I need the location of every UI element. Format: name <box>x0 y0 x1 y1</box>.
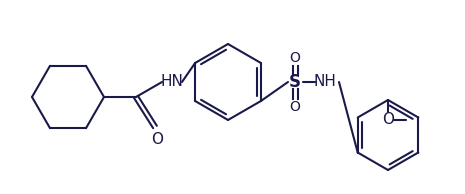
Text: O: O <box>382 113 394 127</box>
Text: O: O <box>151 132 163 146</box>
Text: NH: NH <box>313 74 337 89</box>
Text: S: S <box>289 73 301 91</box>
Text: HN: HN <box>160 74 183 89</box>
Text: O: O <box>290 100 300 114</box>
Text: O: O <box>290 51 300 65</box>
